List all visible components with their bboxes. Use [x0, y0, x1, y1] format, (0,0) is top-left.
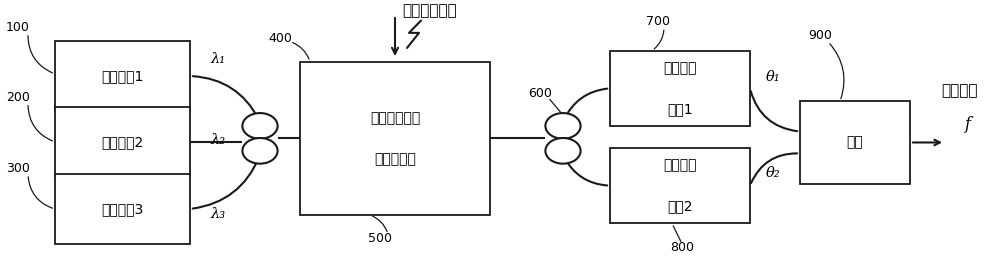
Text: 激光光源2: 激光光源2 [101, 135, 144, 149]
Text: 带调制模块: 带调制模块 [374, 152, 416, 166]
Text: 相位解调: 相位解调 [663, 61, 697, 75]
Text: 查表: 查表 [847, 135, 863, 150]
Ellipse shape [545, 138, 581, 164]
FancyBboxPatch shape [300, 62, 490, 215]
Ellipse shape [242, 138, 278, 164]
FancyBboxPatch shape [55, 107, 190, 177]
Text: 800: 800 [670, 241, 694, 255]
Text: 模块2: 模块2 [667, 199, 693, 213]
Text: 微波频率: 微波频率 [942, 83, 978, 98]
Text: 600: 600 [528, 87, 552, 100]
Text: θ₂: θ₂ [766, 165, 780, 180]
Text: 激光光源3: 激光光源3 [101, 202, 144, 216]
FancyBboxPatch shape [610, 148, 750, 223]
Text: λ₂: λ₂ [210, 133, 226, 147]
Text: 载波抑制单边: 载波抑制单边 [370, 111, 420, 125]
FancyBboxPatch shape [800, 101, 910, 184]
FancyBboxPatch shape [55, 41, 190, 111]
Text: θ₁: θ₁ [766, 70, 780, 84]
Text: λ₃: λ₃ [210, 207, 226, 221]
Text: 700: 700 [646, 15, 670, 28]
Text: 500: 500 [368, 232, 392, 245]
Text: 200: 200 [6, 91, 30, 104]
Ellipse shape [242, 113, 278, 139]
FancyBboxPatch shape [610, 51, 750, 126]
Text: f: f [965, 116, 971, 133]
Text: 待测微波信号: 待测微波信号 [403, 4, 457, 18]
Text: 模块1: 模块1 [667, 102, 693, 116]
Text: 相位解调: 相位解调 [663, 158, 697, 172]
Text: 900: 900 [808, 29, 832, 42]
Text: 300: 300 [6, 162, 30, 175]
FancyBboxPatch shape [55, 174, 190, 244]
Text: 激光光源1: 激光光源1 [101, 69, 144, 83]
Text: λ₁: λ₁ [210, 52, 226, 66]
Text: 400: 400 [268, 32, 292, 45]
Text: 100: 100 [6, 21, 30, 34]
Ellipse shape [545, 113, 581, 139]
